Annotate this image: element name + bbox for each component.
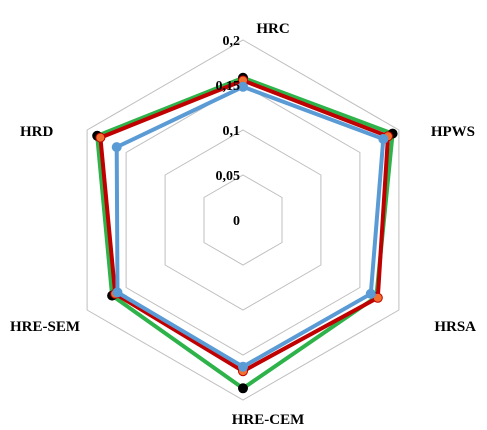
tick-label: 0,15 (216, 79, 241, 94)
series-1-point-hrd (96, 133, 105, 142)
grid-ring-1 (204, 175, 282, 265)
axis-label-hrc: HRC (256, 21, 289, 37)
series-2-point-hpws (379, 135, 388, 144)
series-2-line (117, 87, 384, 367)
axis-label-hrd: HRD (20, 124, 54, 140)
tick-label: 0,05 (216, 169, 241, 184)
radar-grid (87, 40, 399, 400)
axis-label-hrsa: HRSA (434, 319, 476, 335)
series-2-point-hre-cem (239, 362, 248, 371)
grid-ring-2 (165, 130, 321, 310)
radar-series (93, 73, 397, 393)
axis-label-hpws: HPWS (431, 124, 475, 140)
series-2-point-hrsa (366, 289, 375, 298)
axis-label-hre-cem: HRE-CEM (232, 412, 305, 428)
tick-label: 0 (233, 214, 240, 229)
series-0-point-hre-cem (239, 384, 248, 393)
grid-ring-4 (87, 40, 399, 400)
tick-label: 0,1 (223, 124, 241, 139)
series-2-point-hre-sem (113, 288, 122, 297)
radar-tick-labels: 0 0,05 0,1 0,15 0,2 (216, 34, 241, 229)
axis-label-hre-sem: HRE-SEM (10, 319, 80, 335)
tick-label: 0,2 (223, 34, 241, 49)
series-2-point-hrd (112, 143, 121, 152)
